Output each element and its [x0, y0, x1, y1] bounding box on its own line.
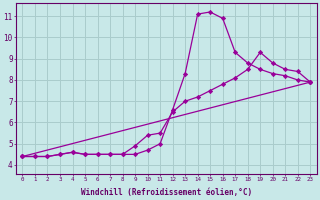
X-axis label: Windchill (Refroidissement éolien,°C): Windchill (Refroidissement éolien,°C) [81, 188, 252, 197]
